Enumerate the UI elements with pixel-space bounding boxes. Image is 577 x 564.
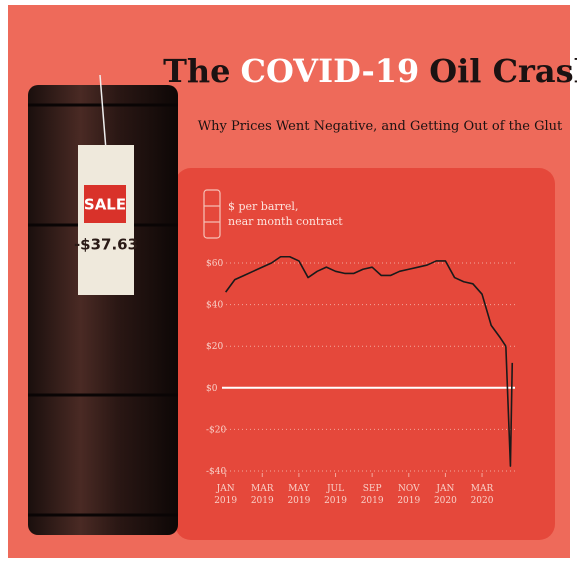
x-tick-label: NOV <box>398 484 420 494</box>
x-tick-sublabel: 2019 <box>361 496 384 506</box>
price-line <box>225 255 514 467</box>
x-tick-label: MAR <box>471 484 494 494</box>
x-tick-sublabel: 2019 <box>214 496 237 506</box>
x-tick-sublabel: 2019 <box>251 496 274 506</box>
x-tick-sublabel: 2020 <box>434 496 457 506</box>
sale-label: SALE <box>84 196 126 214</box>
y-axis-label: $ per barrel, <box>228 200 298 213</box>
x-tick-label: JUL <box>326 484 344 494</box>
y-tick-label: -$20 <box>206 425 226 435</box>
chart-panel <box>175 168 555 540</box>
chart-subtitle: Why Prices Went Negative, and Getting Ou… <box>198 119 563 134</box>
x-tick-label: MAY <box>288 484 310 494</box>
barrel <box>28 85 178 535</box>
x-tick-sublabel: 2019 <box>397 496 420 506</box>
title-part: Oil Crash <box>429 52 577 90</box>
price-label: -$37.63 <box>74 236 138 254</box>
x-tick-label: JAN <box>216 484 235 494</box>
sale-badge <box>84 185 126 223</box>
y-tick-label: $20 <box>206 342 223 352</box>
y-axis-label: near month contract <box>228 215 343 228</box>
x-tick-label: JAN <box>435 484 454 494</box>
barrel-icon <box>203 189 221 239</box>
tag-string <box>99 74 107 151</box>
x-tick-sublabel: 2019 <box>324 496 347 506</box>
y-tick-label: $60 <box>206 259 223 269</box>
x-tick-label: SEP <box>363 484 382 494</box>
y-tick-label: $40 <box>206 301 223 311</box>
x-tick-sublabel: 2019 <box>287 496 310 506</box>
x-tick-sublabel: 2020 <box>471 496 494 506</box>
y-tick-label: $0 <box>206 384 218 394</box>
y-tick-label: -$40 <box>206 467 226 477</box>
x-tick-label: MAR <box>251 484 274 494</box>
title-part: The <box>163 52 230 90</box>
title-highlight: COVID-19 <box>241 52 420 90</box>
